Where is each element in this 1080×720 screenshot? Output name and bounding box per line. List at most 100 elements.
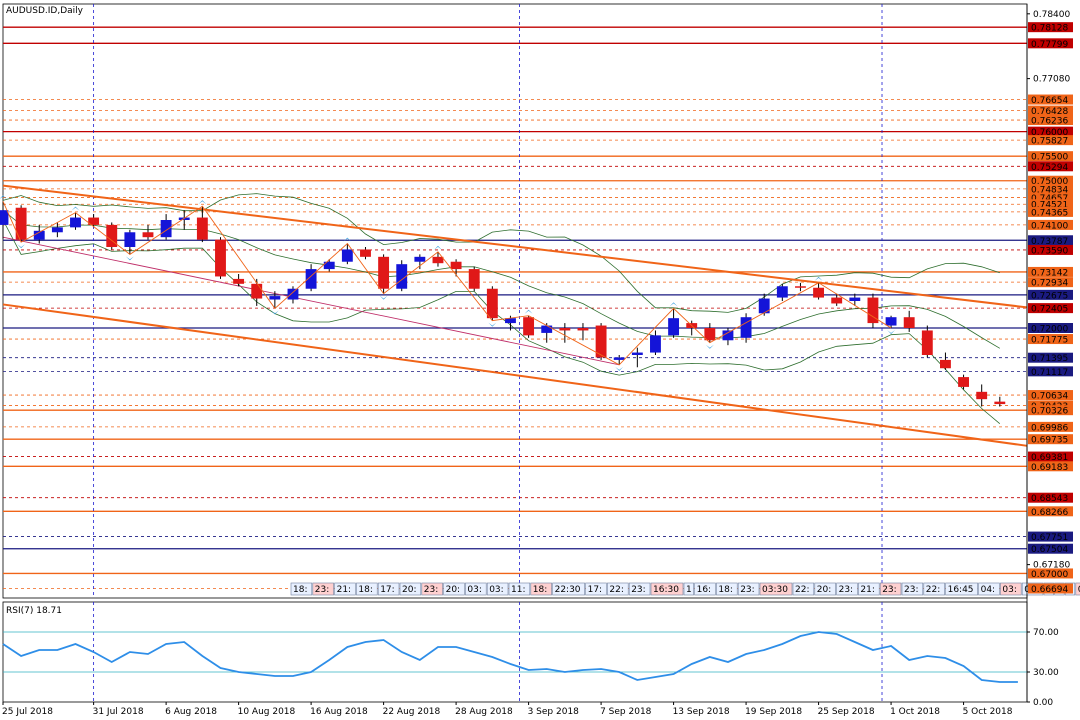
upper-band xyxy=(2,193,1000,313)
time-box-label: 20: xyxy=(446,585,460,595)
price-level-tag xyxy=(1028,531,1073,542)
time-box xyxy=(759,582,793,596)
time-box-label: 23: xyxy=(424,585,438,595)
price-level-label: 0.75500 xyxy=(1031,153,1068,163)
price-level-label: 0.69381 xyxy=(1031,453,1068,463)
date-label: 28 Aug 2018 xyxy=(455,707,513,717)
candle-body xyxy=(976,391,988,400)
time-box-label: 18: xyxy=(533,585,547,595)
time-box xyxy=(945,582,978,596)
candle-body xyxy=(15,207,27,240)
price-level-tag xyxy=(1028,461,1073,472)
candle-body xyxy=(722,330,734,341)
candle-body xyxy=(450,261,462,270)
candle-body xyxy=(704,328,716,341)
candle-body xyxy=(287,288,299,300)
candle-body xyxy=(88,217,100,225)
time-box-label: 03:30 xyxy=(762,585,788,595)
time-box-label: 22: xyxy=(926,585,940,595)
rsi-axis-label: 30.00 xyxy=(1033,668,1059,678)
price-level-tag xyxy=(1028,38,1073,49)
candle-body xyxy=(958,377,970,387)
price-level-tag xyxy=(1028,390,1073,401)
candle-body xyxy=(795,286,806,288)
time-box xyxy=(879,582,902,596)
price-level-label: 0.69735 xyxy=(1031,436,1068,446)
candle-body xyxy=(921,330,933,355)
time-box xyxy=(465,582,487,596)
price-level-label: 0.76654 xyxy=(1031,96,1068,106)
time-box-label: 23: xyxy=(882,585,896,595)
rsi-axis-label: 70.00 xyxy=(1033,628,1059,638)
price-level-tag xyxy=(1028,277,1073,288)
date-label: 7 Sep 2018 xyxy=(600,707,652,717)
date-label: 19 Sep 2018 xyxy=(745,707,802,717)
price-level-label: 0.77799 xyxy=(1031,40,1068,50)
candle-body xyxy=(867,297,879,324)
candle-body xyxy=(740,317,752,338)
fractal-down-arrow xyxy=(887,330,896,334)
fractal-up-arrow xyxy=(198,200,207,205)
fractal-up-arrow xyxy=(433,245,442,250)
candle-body xyxy=(160,220,172,238)
price-axis-label: 0.67180 xyxy=(1033,561,1070,571)
time-box xyxy=(399,582,422,596)
time-box-label: 23: xyxy=(315,585,329,595)
fractal-down-arrow xyxy=(379,295,388,300)
candle-body xyxy=(51,227,63,233)
price-level-label: 0.76428 xyxy=(1031,107,1068,117)
candle-body xyxy=(233,278,245,284)
fractal-up-arrow xyxy=(343,237,352,242)
fractal-down-arrow xyxy=(615,366,624,371)
price-level-label: 0.72934 xyxy=(1031,279,1068,289)
candle-body xyxy=(650,335,661,353)
price-level-label: 0.72405 xyxy=(1031,305,1068,315)
time-box xyxy=(377,582,400,596)
price-axis-label: 0.77080 xyxy=(1033,75,1070,85)
price-level-tag xyxy=(1028,492,1073,503)
price-level-tag xyxy=(1028,105,1073,116)
time-box-label: 16: xyxy=(697,585,711,595)
time-box-label: 0 xyxy=(1078,585,1080,595)
candle-body xyxy=(505,318,516,324)
inner-trend-line xyxy=(2,236,620,366)
time-box-label: 22: xyxy=(609,585,623,595)
price-level-label: 0.73142 xyxy=(1031,268,1068,278)
candle-body xyxy=(940,359,951,369)
price-level-tag xyxy=(1028,94,1073,105)
time-box-label: 23: xyxy=(740,585,754,595)
price-level-label: 0.75000 xyxy=(1031,177,1068,187)
candle-body xyxy=(360,249,371,257)
time-box xyxy=(683,582,694,596)
time-box-label: 17: xyxy=(588,585,602,595)
time-box xyxy=(858,582,880,596)
time-box xyxy=(901,582,924,596)
price-level-label: 0.67751 xyxy=(1031,533,1068,543)
time-box-label: 11: xyxy=(511,585,525,595)
price-level-tag xyxy=(1028,206,1073,217)
candle-body xyxy=(0,210,9,225)
time-box-label: 18: xyxy=(358,585,372,595)
time-box-label: 1 xyxy=(686,585,692,595)
fractal-up-arrow xyxy=(71,206,80,211)
time-box xyxy=(792,582,815,596)
price-level-tag xyxy=(1028,183,1073,194)
price-level-label: 0.73590 xyxy=(1031,246,1068,256)
time-box-label: 23: xyxy=(904,585,918,595)
price-level-tag xyxy=(1028,151,1073,162)
price-level-tag xyxy=(1028,175,1073,186)
candle-body xyxy=(33,230,45,240)
price-level-label: 0.75294 xyxy=(1031,163,1068,173)
fractal-down-arrow xyxy=(705,344,714,349)
price-level-tag xyxy=(1028,366,1073,377)
channel-lower-line xyxy=(2,303,1028,447)
date-label: 22 Aug 2018 xyxy=(383,707,441,717)
price-level-label: 0.68543 xyxy=(1031,494,1068,504)
date-label: 31 Jul 2018 xyxy=(93,707,144,717)
candle-body xyxy=(813,287,825,298)
time-box xyxy=(1075,582,1080,596)
price-level-tag xyxy=(1028,266,1073,277)
price-level-tag xyxy=(1028,161,1073,172)
price-level-tag xyxy=(1028,135,1073,146)
